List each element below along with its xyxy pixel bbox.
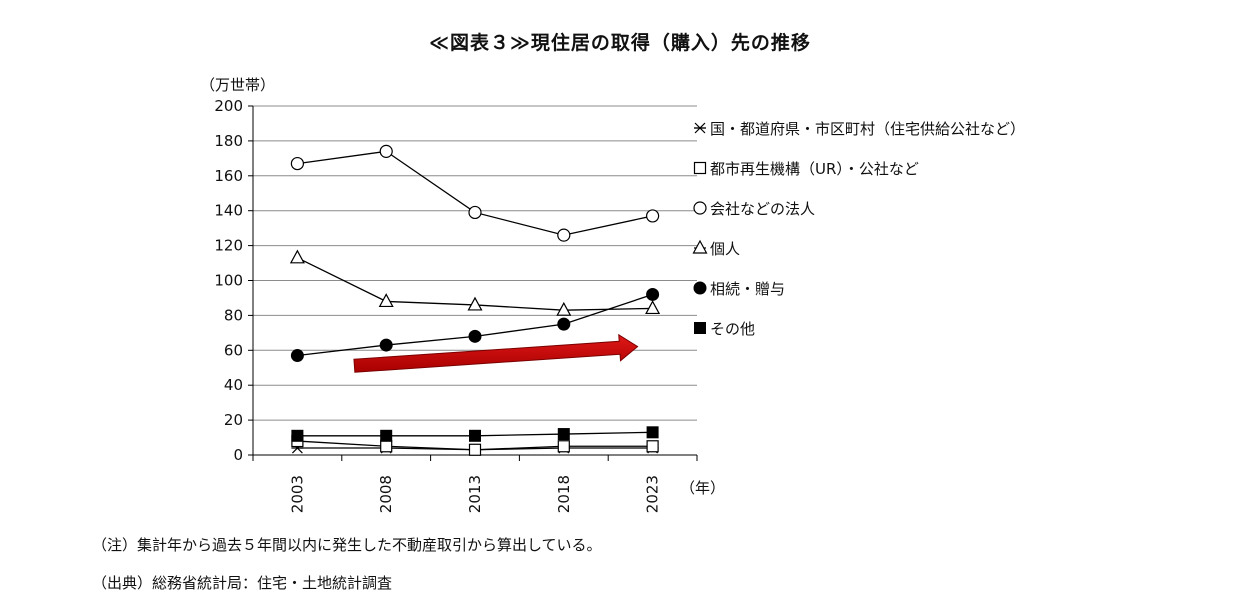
data-point: [557, 440, 570, 453]
legend-label: 都市再生機構（UR）・公社など: [710, 160, 919, 178]
x-axis-title: （年）: [680, 479, 725, 497]
data-point: [290, 156, 304, 171]
data-point: [557, 317, 571, 331]
y-tick-label: 60: [224, 341, 243, 359]
data-point: [645, 209, 660, 223]
legend-item: 会社などの法人: [693, 200, 815, 218]
data-point: [693, 201, 707, 215]
data-point: [694, 122, 706, 134]
series-4: [290, 287, 660, 363]
x-tick-label: 2013: [466, 475, 484, 513]
data-point: [290, 349, 304, 363]
data-point: [557, 428, 570, 441]
data-point: [467, 296, 483, 311]
legend-item: 相続・贈与: [693, 280, 785, 298]
legend-item: 個人: [692, 239, 740, 258]
y-tick-label: 20: [224, 411, 243, 429]
data-point: [646, 287, 660, 301]
footnote: （注）集計年から過去５年間以内に発生した不動産取引から算出している。: [92, 536, 602, 554]
legend-label: 国・都道府県・市区町村（住宅供給公社など）: [710, 120, 1025, 138]
data-point: [380, 440, 393, 453]
source-note: （出典）総務省統計局：住宅・土地統計調査: [92, 574, 393, 592]
axis-layer: 0 20 40 60 80 100 120 140 160 180 200 2003 2008 2013 2…: [200, 76, 725, 513]
data-point: [692, 239, 708, 254]
line-chart: 0 20 40 60 80 100 120 140 160 180 200 2003 2008 2013 2…: [200, 76, 1025, 513]
y-tick-label: 120: [214, 237, 243, 255]
series-line: [297, 150, 653, 236]
y-tick-label: 160: [214, 167, 243, 185]
data-point: [379, 338, 393, 352]
data-point: [556, 301, 572, 316]
annotation-layer: [353, 333, 639, 373]
y-tick-label: 0: [233, 446, 243, 464]
x-tick-label: 2008: [377, 475, 395, 513]
legend-item: その他: [694, 320, 755, 338]
y-tick-label: 40: [224, 376, 243, 394]
data-point: [378, 293, 394, 308]
series-3: [289, 249, 661, 316]
y-tick-label: 140: [214, 202, 243, 220]
grid-layer: [253, 105, 697, 421]
y-axis-title: （万世帯）: [200, 76, 275, 94]
data-point: [693, 281, 707, 295]
data-point: [291, 429, 304, 442]
legend-label: 個人: [710, 240, 740, 258]
data-point: [469, 429, 481, 442]
trend-arrow: [353, 333, 639, 373]
data-point: [645, 300, 661, 315]
data-point: [646, 426, 659, 439]
data-point: [468, 443, 482, 456]
series-layer: [289, 144, 661, 456]
legend-item: 国・都道府県・市区町村（住宅供給公社など）: [694, 120, 1025, 138]
x-tick-label: 2003: [288, 475, 306, 513]
data-point: [694, 322, 706, 334]
y-tick-label: 100: [214, 272, 243, 290]
x-tick-label: 2018: [555, 475, 573, 513]
data-point: [380, 429, 393, 442]
y-tick-label: 80: [224, 306, 243, 324]
data-point: [468, 205, 482, 220]
legend-layer: 国・都道府県・市区町村（住宅供給公社など） 都市再生機構（UR）・公社など会社など…: [692, 120, 1025, 338]
data-point: [693, 161, 707, 175]
legend-label: 相続・贈与: [710, 280, 785, 298]
data-point: [468, 329, 482, 343]
series-2: [290, 144, 660, 242]
chart-title: ≪図表３≫現住居の取得（購入）先の推移: [429, 32, 811, 54]
data-point: [289, 249, 305, 264]
data-point: [379, 144, 393, 158]
y-tick-label: 200: [214, 97, 243, 115]
series-5: [291, 426, 659, 442]
legend-item: 都市再生機構（UR）・公社など: [693, 160, 919, 178]
legend-label: 会社などの法人: [710, 200, 815, 218]
legend-label: その他: [710, 320, 755, 338]
data-point: [646, 440, 659, 453]
data-point: [557, 228, 571, 242]
y-tick-label: 180: [214, 132, 243, 150]
x-tick-label: 2023: [644, 475, 662, 513]
